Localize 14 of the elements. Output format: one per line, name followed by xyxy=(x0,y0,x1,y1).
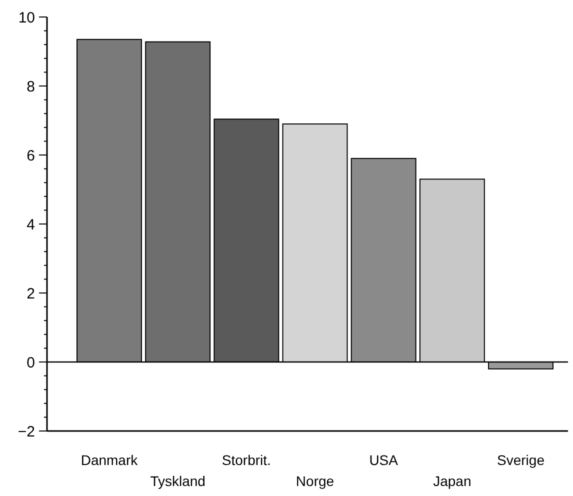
x-tick-label: Tyskland xyxy=(150,473,206,489)
y-tick-label: 8 xyxy=(26,78,35,96)
y-tick-label: 10 xyxy=(18,9,35,26)
x-tick-label: Sverige xyxy=(497,452,545,468)
x-tick-label: Storbrit. xyxy=(222,452,271,468)
x-tick-label: Danmark xyxy=(80,452,139,468)
y-tick-label: 4 xyxy=(26,216,35,234)
x-tick-label: Norge xyxy=(296,473,334,489)
y-tick-label: 2 xyxy=(26,285,35,302)
x-tick-label: Japan xyxy=(433,473,472,489)
y-tick-label: 6 xyxy=(26,147,35,164)
y-tick-label: 0 xyxy=(26,354,35,372)
y-tick-label: −2 xyxy=(18,423,35,440)
x-tick-label: USA xyxy=(369,452,399,468)
